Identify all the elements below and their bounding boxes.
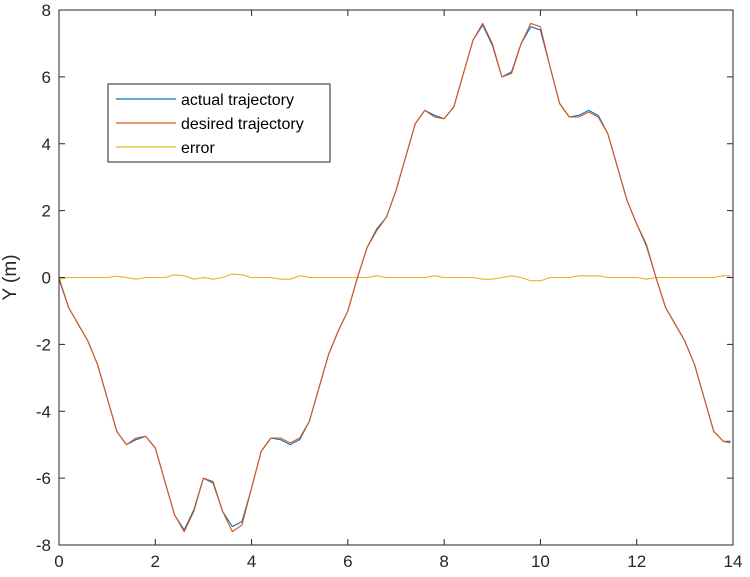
y-tick-label: -6 xyxy=(36,469,51,488)
x-tick-label: 2 xyxy=(151,552,160,571)
x-tick-label: 14 xyxy=(724,552,743,571)
y-tick-label: -4 xyxy=(36,402,51,421)
y-tick-label: -2 xyxy=(36,335,51,354)
y-tick-label: -8 xyxy=(36,536,51,555)
series-layer xyxy=(58,22,731,533)
series-line-error xyxy=(58,273,731,282)
x-tick-label: 12 xyxy=(627,552,646,571)
legend-label-error: error xyxy=(181,140,215,157)
legend-label-actual-trajectory: actual trajectory xyxy=(181,92,294,109)
y-tick-label: 0 xyxy=(42,269,51,288)
y-tick-label: 2 xyxy=(42,202,51,221)
axis-ticks: 0 2 4 6 8 10 12 14 -8 -6 -4 -2 0 2 4 6 8 xyxy=(36,1,743,571)
legend: actual trajectory desired trajectory error xyxy=(107,83,331,163)
x-tick-label: 4 xyxy=(247,552,256,571)
x-tick-label: 6 xyxy=(343,552,352,571)
y-tick-label: 8 xyxy=(42,1,51,20)
x-tick-label: 10 xyxy=(531,552,550,571)
y-tick-label: 6 xyxy=(42,68,51,87)
legend-label-desired-trajectory: desired trajectory xyxy=(181,116,304,133)
x-tick-label: 8 xyxy=(439,552,448,571)
x-tick-label: 0 xyxy=(54,552,63,571)
y-axis-label: Y (m) xyxy=(0,254,21,300)
y-tick-label: 4 xyxy=(42,135,51,154)
series-line-desired-trajectory xyxy=(58,22,731,533)
